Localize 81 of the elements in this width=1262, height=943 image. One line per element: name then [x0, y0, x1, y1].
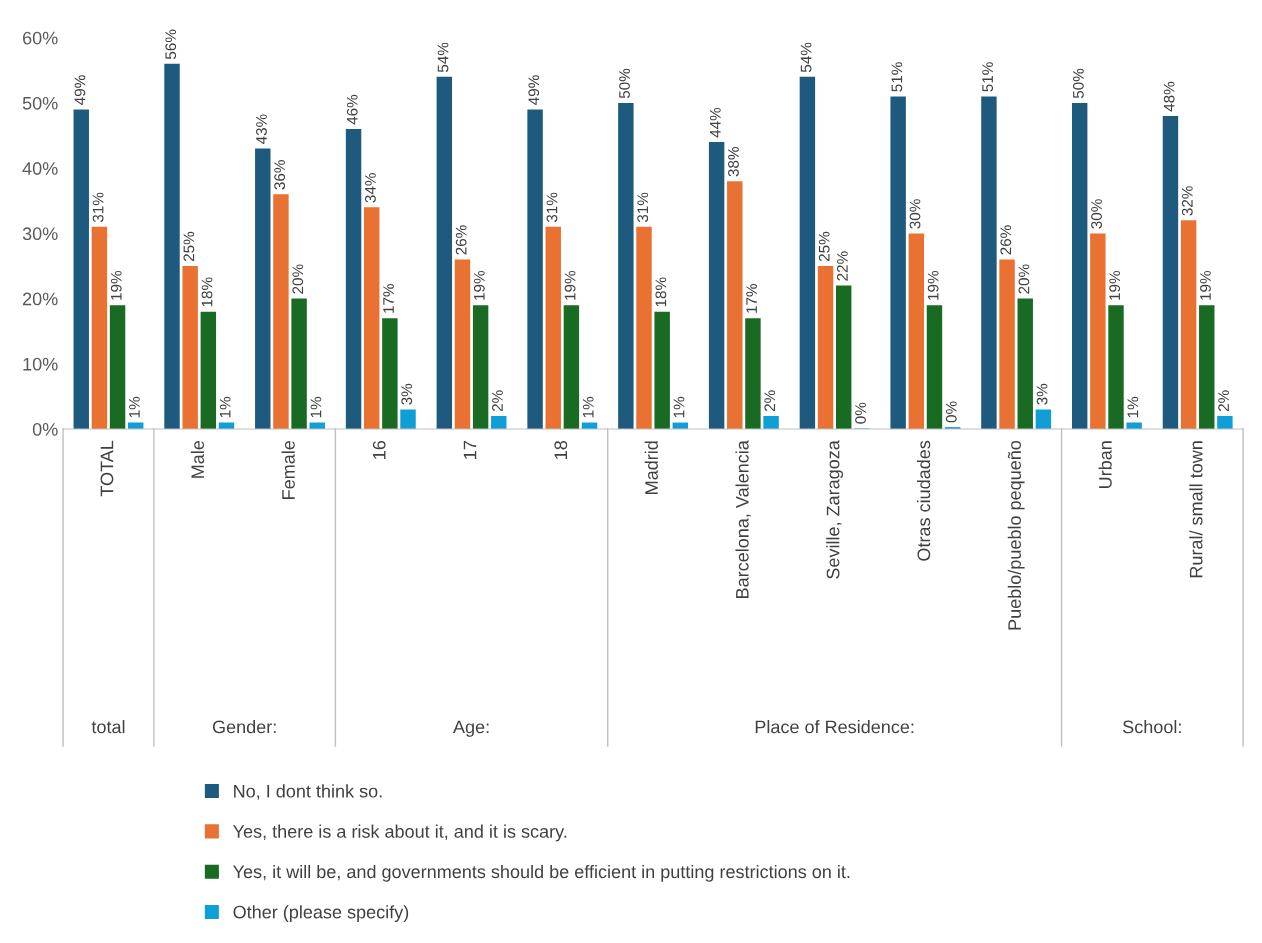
- legend-label: Other (please specify): [233, 905, 409, 923]
- x-tick-label: Urban: [1098, 441, 1112, 488]
- data-label: 49%: [74, 75, 86, 105]
- data-label: 51%: [982, 62, 994, 92]
- data-label: 30%: [1091, 199, 1102, 229]
- data-label: 26%: [455, 225, 467, 255]
- x-tick-label: 16: [372, 440, 386, 459]
- y-tick-label: 40%: [22, 162, 58, 175]
- data-label: 56%: [165, 29, 177, 60]
- legend-label: Yes, there is a risk about it, and it is scary.: [233, 824, 567, 842]
- data-label: 31%: [546, 192, 558, 223]
- x-tick-label: Male: [190, 440, 205, 478]
- data-label: 1%: [310, 396, 322, 418]
- data-label: 25%: [818, 231, 830, 262]
- data-label: 31%: [92, 192, 104, 223]
- x-tick-label: Rural/ small town: [1189, 441, 1203, 578]
- y-tick-label: 50%: [22, 96, 58, 110]
- data-label: 49%: [528, 75, 540, 105]
- legend-label: No, I dont think so.: [234, 784, 382, 800]
- data-label: 3%: [1036, 383, 1048, 405]
- data-label: 50%: [619, 68, 630, 99]
- data-label: 18%: [655, 277, 667, 307]
- data-label: 19%: [110, 270, 122, 300]
- data-label: 0%: [945, 401, 957, 423]
- data-label: 54%: [437, 42, 449, 73]
- data-label: 34%: [364, 173, 376, 203]
- data-label: 2%: [492, 390, 503, 412]
- data-label: 30%: [909, 199, 921, 229]
- data-label: 22%: [836, 251, 848, 281]
- y-tick-label: 30%: [22, 227, 58, 241]
- data-label: 18%: [201, 277, 213, 307]
- data-label: 1%: [673, 396, 685, 418]
- x-tick-label: TOTAL: [100, 440, 114, 497]
- data-label: 19%: [473, 270, 485, 300]
- text: Gender:: [212, 720, 276, 734]
- data-label: 38%: [728, 147, 739, 177]
- data-label: 26%: [1000, 225, 1012, 255]
- data-label: 19%: [1200, 270, 1211, 300]
- x-tick-label: Female: [281, 440, 295, 499]
- text: School:: [1123, 720, 1181, 734]
- data-label: 51%: [891, 62, 903, 92]
- y-tick-label: 20%: [23, 292, 58, 306]
- data-label: 0%: [855, 402, 866, 424]
- data-label: 25%: [183, 231, 195, 262]
- data-label: 44%: [709, 107, 721, 138]
- data-label: 50%: [1072, 68, 1084, 99]
- data-label: 32%: [1181, 186, 1193, 216]
- data-label: 2%: [1218, 390, 1229, 412]
- text: Age:: [453, 720, 489, 737]
- data-label: 31%: [637, 192, 649, 223]
- x-tick-label: 17: [463, 441, 477, 459]
- data-label: 17%: [383, 283, 394, 313]
- data-label: 36%: [274, 160, 286, 190]
- data-label: 19%: [1109, 270, 1121, 300]
- x-tick-label: 18: [554, 440, 568, 459]
- text: Place of Residence:: [755, 720, 914, 734]
- data-label: 48%: [1163, 81, 1175, 112]
- text: total: [91, 720, 125, 734]
- data-label: 19%: [927, 270, 939, 300]
- y-tick-label: 0%: [32, 423, 58, 436]
- data-label: 17%: [746, 283, 757, 313]
- data-label: 1%: [219, 396, 231, 418]
- data-label: 20%: [292, 264, 304, 294]
- y-tick-label: 60%: [23, 31, 58, 45]
- legend-label: Yes, it will be, and governments should be efficient in putting restrictions on it.: [233, 864, 850, 882]
- data-label: 19%: [564, 270, 576, 300]
- data-label: 43%: [256, 114, 267, 145]
- data-label: 1%: [129, 396, 140, 418]
- x-tick-label: Otras ciudades: [916, 440, 931, 561]
- x-tick-label: Seville, Zaragoza: [826, 440, 844, 579]
- data-label: 1%: [582, 396, 594, 418]
- x-tick-label: Madrid: [644, 441, 658, 494]
- data-label: 2%: [764, 390, 776, 412]
- y-tick-label: 10%: [23, 357, 58, 371]
- data-label: 3%: [401, 383, 413, 405]
- data-label: 1%: [1127, 396, 1139, 418]
- x-tick-label: Barcelona, Valencia: [735, 440, 751, 598]
- data-label: 20%: [1018, 264, 1030, 294]
- data-label: 46%: [346, 94, 358, 125]
- data-label: 54%: [800, 42, 812, 73]
- x-tick-label: Pueblo/pueblo pequeño: [1007, 440, 1025, 630]
